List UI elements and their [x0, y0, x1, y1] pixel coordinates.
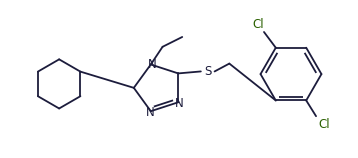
- Text: Cl: Cl: [318, 118, 330, 131]
- Text: N: N: [147, 58, 156, 71]
- Text: N: N: [145, 106, 154, 119]
- Text: Cl: Cl: [252, 18, 264, 31]
- Text: S: S: [204, 65, 212, 78]
- Text: N: N: [175, 97, 184, 110]
